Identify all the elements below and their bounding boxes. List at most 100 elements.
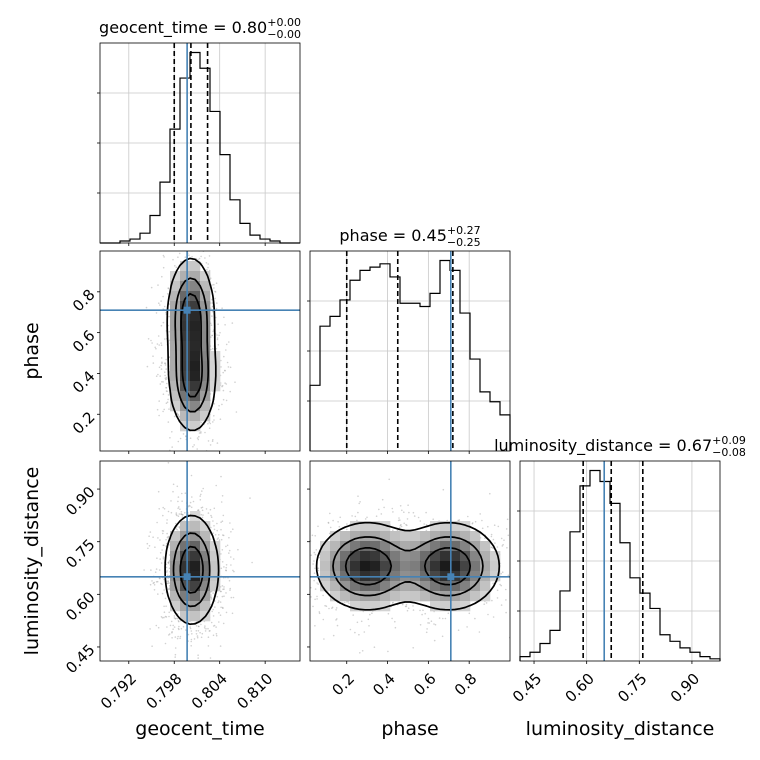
sample-point (232, 528, 234, 530)
sample-point (157, 593, 159, 595)
sample-point (491, 546, 493, 549)
sample-point (229, 366, 232, 369)
scatter-panel-geocent_time-phase (97, 250, 301, 454)
density-cell (440, 561, 451, 572)
contour-line (166, 257, 217, 432)
x-axis-label-luminosity_distance: luminosity_distance (526, 718, 715, 740)
sample-point (157, 373, 159, 376)
density-cell (180, 261, 191, 272)
sample-point (167, 287, 170, 289)
sample-point (425, 524, 428, 526)
density-cell (460, 591, 471, 602)
sample-point (213, 415, 215, 417)
sample-point (430, 620, 433, 622)
sample-point (237, 548, 239, 551)
sample-point (230, 531, 232, 533)
sample-point (354, 515, 357, 518)
x-tick-label: 0.792 (97, 670, 140, 713)
sample-point (200, 623, 202, 626)
sample-point (231, 612, 234, 615)
sample-point (357, 511, 359, 514)
x-tick-label: 0.8 (451, 670, 481, 700)
sample-point (209, 630, 211, 632)
sample-point (198, 432, 201, 434)
sample-point (513, 584, 515, 586)
density-cell (370, 551, 381, 562)
sample-point (210, 516, 213, 518)
sample-point (158, 344, 160, 346)
sample-point (223, 662, 225, 664)
sample-point (502, 543, 504, 546)
sample-point (467, 515, 469, 518)
density-cell (420, 541, 431, 552)
sample-point (165, 571, 168, 573)
sample-point (226, 361, 229, 364)
sample-point (412, 609, 415, 611)
density-cell (190, 261, 201, 272)
sample-point (399, 524, 402, 527)
density-cell (320, 541, 331, 552)
sample-point (160, 562, 163, 564)
density-cell (380, 531, 391, 542)
sample-point (352, 614, 355, 616)
sample-point (207, 645, 210, 647)
sample-point (329, 526, 332, 529)
sample-point (381, 498, 384, 501)
sample-point (399, 505, 402, 507)
sample-point (316, 598, 318, 600)
density-cell (480, 541, 491, 552)
sample-point (311, 534, 314, 537)
sample-point (178, 252, 181, 255)
sample-point (223, 588, 225, 590)
sample-point (200, 431, 202, 433)
sample-point (198, 625, 200, 628)
density-cell (380, 521, 391, 532)
sample-point (152, 582, 155, 584)
sample-point (189, 437, 192, 440)
sample-point (223, 316, 225, 319)
sample-point (208, 255, 211, 257)
density-cell (200, 381, 211, 392)
sample-point (478, 631, 481, 633)
sample-point (210, 621, 213, 624)
density-cell (490, 551, 501, 562)
sample-point (506, 547, 508, 549)
sample-point (505, 528, 508, 530)
sample-point (160, 616, 163, 618)
density-cell (470, 551, 481, 562)
sample-point (190, 630, 193, 632)
sample-point (165, 616, 168, 618)
sample-point (176, 617, 179, 620)
density-cell (330, 591, 341, 602)
sample-point (213, 283, 215, 286)
sample-point (417, 516, 420, 519)
sample-point (222, 607, 224, 609)
sample-point (434, 623, 437, 626)
sample-point (490, 535, 493, 538)
sample-point (175, 528, 177, 530)
sample-point (167, 510, 170, 513)
density-cell (410, 541, 421, 552)
sample-point (162, 556, 165, 558)
sample-point (177, 635, 179, 638)
sample-point (222, 534, 224, 536)
density-cell (180, 271, 191, 282)
density-cell (170, 401, 181, 412)
sample-point (163, 256, 165, 258)
sample-point (446, 519, 449, 522)
sample-point (216, 302, 218, 304)
sample-point (155, 624, 158, 627)
sample-point (163, 605, 165, 608)
sample-point (165, 386, 167, 389)
density-cell (380, 601, 391, 612)
title-main: geocent_time = 0.80 (99, 18, 267, 38)
density-cell (390, 591, 401, 602)
density-cell (350, 581, 361, 592)
sample-point (153, 584, 156, 586)
sample-point (164, 377, 167, 380)
density-cell (190, 301, 201, 312)
sample-point (165, 538, 167, 541)
sample-point (212, 439, 214, 441)
sample-point (221, 595, 224, 598)
sample-point (218, 539, 221, 541)
